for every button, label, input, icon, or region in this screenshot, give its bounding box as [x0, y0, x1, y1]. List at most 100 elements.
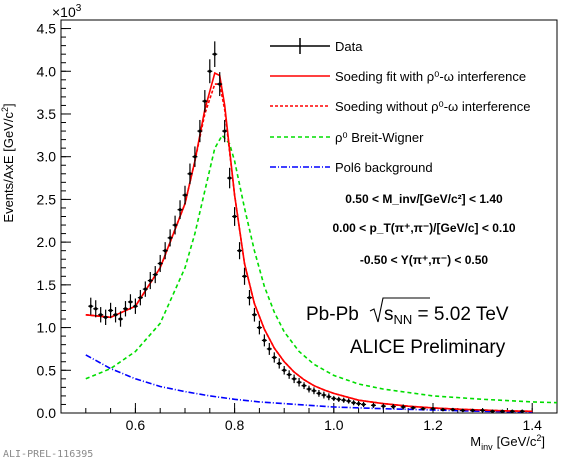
- data-point: [198, 129, 202, 133]
- y-tick-label: 2.5: [37, 191, 57, 207]
- data-point: [203, 99, 207, 103]
- data-point: [272, 355, 276, 360]
- y-tick-label: 2.0: [37, 234, 57, 250]
- data-point: [361, 402, 366, 407]
- data-point: [357, 402, 361, 406]
- data-point: [158, 261, 162, 266]
- fit-curves: [85, 71, 558, 413]
- data-point: [188, 172, 192, 176]
- data-point: [123, 307, 128, 311]
- data-point: [391, 404, 395, 409]
- data-point: [143, 287, 147, 291]
- data-point: [257, 325, 261, 330]
- data-point: [312, 389, 316, 393]
- data-point: [228, 176, 232, 180]
- data-point: [510, 409, 514, 413]
- data-point: [252, 313, 257, 317]
- data-point: [148, 278, 152, 283]
- figure-id: ALI-PREL-116395: [3, 449, 93, 460]
- y-tick-label: 1.5: [37, 277, 57, 293]
- system-label: Pb-Pb: [306, 304, 359, 325]
- x-axis-title: Minv [GeV/c2]: [470, 433, 545, 452]
- data-points: [88, 41, 525, 413]
- data-point: [490, 409, 495, 413]
- data-point: [153, 272, 157, 277]
- data-point: [451, 407, 455, 412]
- data-point: [247, 296, 252, 300]
- data-point: [461, 408, 465, 413]
- data-point: [352, 401, 356, 405]
- data-point: [109, 308, 113, 313]
- data-point: [118, 317, 123, 321]
- data-point: [500, 409, 505, 413]
- data-point: [332, 396, 336, 401]
- legend-entry-fit-without: Soeding without ρ⁰-ω interference: [270, 99, 530, 114]
- y-tick-label: 4.0: [37, 63, 57, 79]
- data-point: [267, 347, 271, 351]
- cut-mass: 0.50 < M_inv/[GeV/c²] < 1.40: [345, 192, 503, 206]
- y-axis-title: Events/AxE [GeV/c2]: [0, 103, 16, 222]
- legend-label-background: Pol6 background: [335, 160, 433, 175]
- legend-label-fit-with: Soeding fit with ρ⁰-ω interference: [335, 69, 526, 84]
- data-point: [471, 408, 475, 413]
- data-point: [183, 193, 187, 197]
- data-point: [223, 129, 227, 133]
- data-point: [327, 395, 331, 399]
- cut-pt: 0.00 < p_T(π⁺,π⁻)/[GeV/c] < 0.10: [332, 221, 515, 235]
- data-point: [94, 307, 98, 311]
- data-point: [133, 304, 137, 308]
- legend-entry-background: Pol6 background: [270, 160, 433, 175]
- data-point: [242, 274, 247, 278]
- legend: Data Soeding fit with ρ⁰-ω interference …: [270, 38, 530, 175]
- data-point: [292, 377, 296, 381]
- y-tick-label: 4.5: [37, 21, 57, 37]
- series-line-4: [85, 354, 533, 413]
- series-line-2: [85, 83, 533, 413]
- x-tick-label: 1.4: [522, 417, 542, 433]
- data-point: [233, 214, 237, 219]
- x-tick-label: 1.2: [423, 417, 443, 433]
- data-point: [168, 236, 172, 240]
- data-point: [347, 399, 351, 403]
- energy-label: sNN = 5.02 TeV: [384, 304, 509, 327]
- data-point: [99, 313, 103, 317]
- data-point: [173, 223, 177, 227]
- data-point: [411, 406, 415, 410]
- data-point: [307, 387, 311, 391]
- data-point: [277, 361, 281, 366]
- data-point: [138, 296, 142, 300]
- legend-label-fit-without: Soeding without ρ⁰-ω interference: [335, 99, 530, 114]
- data-point: [317, 391, 321, 395]
- cut-rapidity: -0.50 < Y(π⁺,π⁻) < 0.50: [360, 253, 489, 267]
- data-point: [113, 313, 118, 317]
- data-point: [128, 300, 133, 304]
- series-line-3: [85, 133, 558, 404]
- data-point: [481, 408, 485, 413]
- data-point: [178, 208, 182, 212]
- data-point: [322, 393, 326, 397]
- data-point: [297, 380, 301, 384]
- y-tick-label: 1.0: [37, 320, 57, 336]
- data-point: [193, 155, 197, 159]
- axis-ticks: 0.6 0.8 1.0 1.2 1.4 0.0 0.5 1.0 1.5 2.0 2.5 3.0 3.5 4…: [37, 21, 543, 433]
- data-point: [213, 52, 217, 56]
- data-point: [104, 315, 108, 319]
- data-point: [337, 397, 341, 401]
- data-point: [237, 249, 242, 253]
- legend-entry-data: Data: [270, 38, 363, 54]
- data-point: [441, 407, 445, 412]
- data-point: [381, 404, 385, 408]
- data-point: [302, 384, 306, 388]
- collision-label: Pb-Pb sNN = 5.02 TeV: [306, 297, 509, 327]
- y-tick-label: 0.0: [37, 405, 57, 421]
- data-point: [371, 403, 376, 407]
- y-tick-label: 0.5: [37, 362, 57, 378]
- data-point: [421, 407, 425, 411]
- data-point: [218, 82, 222, 86]
- x-tick-label: 1.0: [324, 417, 344, 433]
- sqrt-icon: [369, 297, 430, 323]
- data-point: [431, 407, 435, 411]
- data-point: [282, 368, 286, 372]
- preliminary-label: ALICE Preliminary: [350, 337, 506, 358]
